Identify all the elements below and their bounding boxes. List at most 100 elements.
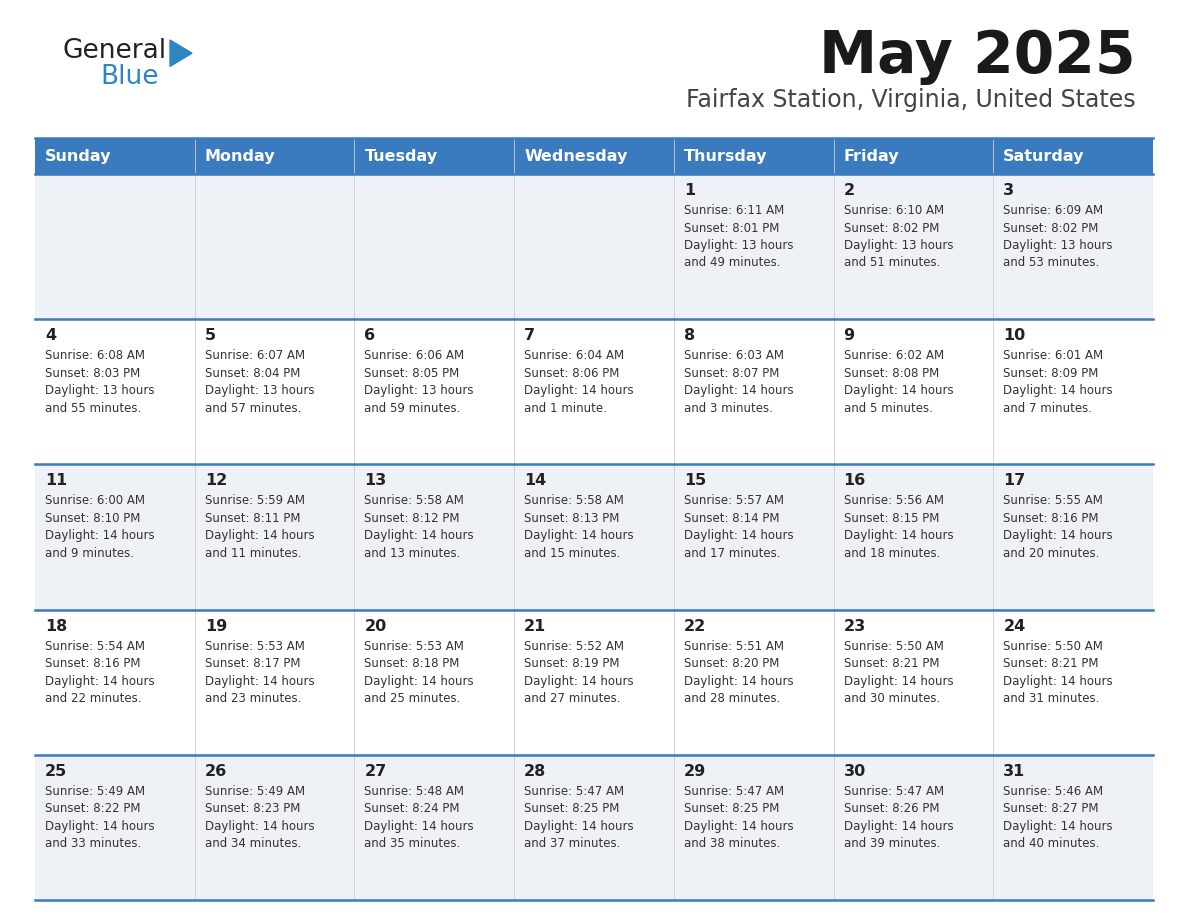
Text: Sunset: 8:22 PM: Sunset: 8:22 PM <box>45 802 140 815</box>
Text: and 40 minutes.: and 40 minutes. <box>1004 837 1100 850</box>
Text: Sunrise: 5:57 AM: Sunrise: 5:57 AM <box>684 495 784 508</box>
Text: Sunset: 8:17 PM: Sunset: 8:17 PM <box>204 657 301 670</box>
Text: 15: 15 <box>684 474 706 488</box>
Text: and 9 minutes.: and 9 minutes. <box>45 547 134 560</box>
Text: Sunrise: 5:54 AM: Sunrise: 5:54 AM <box>45 640 145 653</box>
Text: 26: 26 <box>204 764 227 778</box>
Bar <box>195 174 354 319</box>
Bar <box>354 138 514 174</box>
Text: Sunrise: 6:10 AM: Sunrise: 6:10 AM <box>843 204 943 217</box>
Text: 23: 23 <box>843 619 866 633</box>
Text: Daylight: 14 hours: Daylight: 14 hours <box>684 385 794 397</box>
Text: 5: 5 <box>204 329 216 343</box>
Bar <box>993 319 1154 465</box>
Bar <box>195 319 354 465</box>
Text: 9: 9 <box>843 329 854 343</box>
Text: and 11 minutes.: and 11 minutes. <box>204 547 302 560</box>
Text: Tuesday: Tuesday <box>365 149 437 163</box>
Text: Monday: Monday <box>204 149 276 163</box>
Text: Sunrise: 6:03 AM: Sunrise: 6:03 AM <box>684 349 784 363</box>
Bar <box>514 174 674 319</box>
Text: 29: 29 <box>684 764 706 778</box>
Text: Sunset: 8:25 PM: Sunset: 8:25 PM <box>684 802 779 815</box>
Text: Daylight: 14 hours: Daylight: 14 hours <box>45 530 154 543</box>
Text: Daylight: 13 hours: Daylight: 13 hours <box>1004 239 1113 252</box>
Bar <box>834 319 993 465</box>
Bar <box>514 465 674 610</box>
Bar <box>34 138 195 174</box>
Text: Daylight: 14 hours: Daylight: 14 hours <box>1004 530 1113 543</box>
Text: 17: 17 <box>1004 474 1025 488</box>
Text: Sunset: 8:20 PM: Sunset: 8:20 PM <box>684 657 779 670</box>
Bar <box>674 755 834 900</box>
Bar <box>514 319 674 465</box>
Text: Daylight: 14 hours: Daylight: 14 hours <box>45 675 154 688</box>
Text: 25: 25 <box>45 764 68 778</box>
Text: Sunset: 8:25 PM: Sunset: 8:25 PM <box>524 802 619 815</box>
Bar <box>34 610 195 755</box>
Text: Sunrise: 6:11 AM: Sunrise: 6:11 AM <box>684 204 784 217</box>
Text: Sunrise: 5:47 AM: Sunrise: 5:47 AM <box>843 785 943 798</box>
Text: Daylight: 14 hours: Daylight: 14 hours <box>684 530 794 543</box>
Text: 2: 2 <box>843 183 854 198</box>
Text: Sunset: 8:10 PM: Sunset: 8:10 PM <box>45 512 140 525</box>
Text: Sunset: 8:19 PM: Sunset: 8:19 PM <box>524 657 620 670</box>
Text: Sunrise: 5:51 AM: Sunrise: 5:51 AM <box>684 640 784 653</box>
Text: and 17 minutes.: and 17 minutes. <box>684 547 781 560</box>
Text: Sunrise: 6:08 AM: Sunrise: 6:08 AM <box>45 349 145 363</box>
Text: Sunset: 8:13 PM: Sunset: 8:13 PM <box>524 512 619 525</box>
Text: Daylight: 14 hours: Daylight: 14 hours <box>365 530 474 543</box>
Bar <box>195 465 354 610</box>
Text: Sunset: 8:05 PM: Sunset: 8:05 PM <box>365 366 460 380</box>
Text: Saturday: Saturday <box>1004 149 1085 163</box>
Bar <box>993 465 1154 610</box>
Bar <box>354 610 514 755</box>
Text: Sunrise: 5:50 AM: Sunrise: 5:50 AM <box>843 640 943 653</box>
Bar <box>514 138 674 174</box>
Bar <box>34 319 195 465</box>
Text: 31: 31 <box>1004 764 1025 778</box>
Text: 10: 10 <box>1004 329 1025 343</box>
Bar <box>834 138 993 174</box>
Text: Sunrise: 6:01 AM: Sunrise: 6:01 AM <box>1004 349 1104 363</box>
Text: Sunday: Sunday <box>45 149 112 163</box>
Text: and 23 minutes.: and 23 minutes. <box>204 692 301 705</box>
Bar <box>993 138 1154 174</box>
Text: Sunset: 8:02 PM: Sunset: 8:02 PM <box>843 221 939 234</box>
Text: General: General <box>62 38 166 64</box>
Text: and 7 minutes.: and 7 minutes. <box>1004 402 1092 415</box>
Bar <box>834 174 993 319</box>
Text: 24: 24 <box>1004 619 1025 633</box>
Bar <box>674 174 834 319</box>
Text: and 37 minutes.: and 37 minutes. <box>524 837 620 850</box>
Text: Sunset: 8:18 PM: Sunset: 8:18 PM <box>365 657 460 670</box>
Bar <box>834 465 993 610</box>
Text: and 1 minute.: and 1 minute. <box>524 402 607 415</box>
Text: Sunset: 8:24 PM: Sunset: 8:24 PM <box>365 802 460 815</box>
Text: 8: 8 <box>684 329 695 343</box>
Text: Daylight: 14 hours: Daylight: 14 hours <box>204 820 315 833</box>
Text: Daylight: 14 hours: Daylight: 14 hours <box>524 675 633 688</box>
Text: Sunrise: 5:53 AM: Sunrise: 5:53 AM <box>365 640 465 653</box>
Text: 13: 13 <box>365 474 386 488</box>
Text: 27: 27 <box>365 764 386 778</box>
Text: Daylight: 14 hours: Daylight: 14 hours <box>524 820 633 833</box>
Text: Sunset: 8:26 PM: Sunset: 8:26 PM <box>843 802 939 815</box>
Text: and 18 minutes.: and 18 minutes. <box>843 547 940 560</box>
Text: Friday: Friday <box>843 149 899 163</box>
Text: and 55 minutes.: and 55 minutes. <box>45 402 141 415</box>
Text: 12: 12 <box>204 474 227 488</box>
Text: Sunset: 8:14 PM: Sunset: 8:14 PM <box>684 512 779 525</box>
Text: and 13 minutes.: and 13 minutes. <box>365 547 461 560</box>
Bar <box>993 755 1154 900</box>
Text: and 59 minutes.: and 59 minutes. <box>365 402 461 415</box>
Text: and 25 minutes.: and 25 minutes. <box>365 692 461 705</box>
Text: Sunset: 8:27 PM: Sunset: 8:27 PM <box>1004 802 1099 815</box>
Text: Sunrise: 5:52 AM: Sunrise: 5:52 AM <box>524 640 624 653</box>
Bar <box>195 755 354 900</box>
Text: and 35 minutes.: and 35 minutes. <box>365 837 461 850</box>
Text: Daylight: 14 hours: Daylight: 14 hours <box>204 675 315 688</box>
Text: Sunset: 8:16 PM: Sunset: 8:16 PM <box>45 657 140 670</box>
Text: Sunset: 8:06 PM: Sunset: 8:06 PM <box>524 366 619 380</box>
Text: and 28 minutes.: and 28 minutes. <box>684 692 781 705</box>
